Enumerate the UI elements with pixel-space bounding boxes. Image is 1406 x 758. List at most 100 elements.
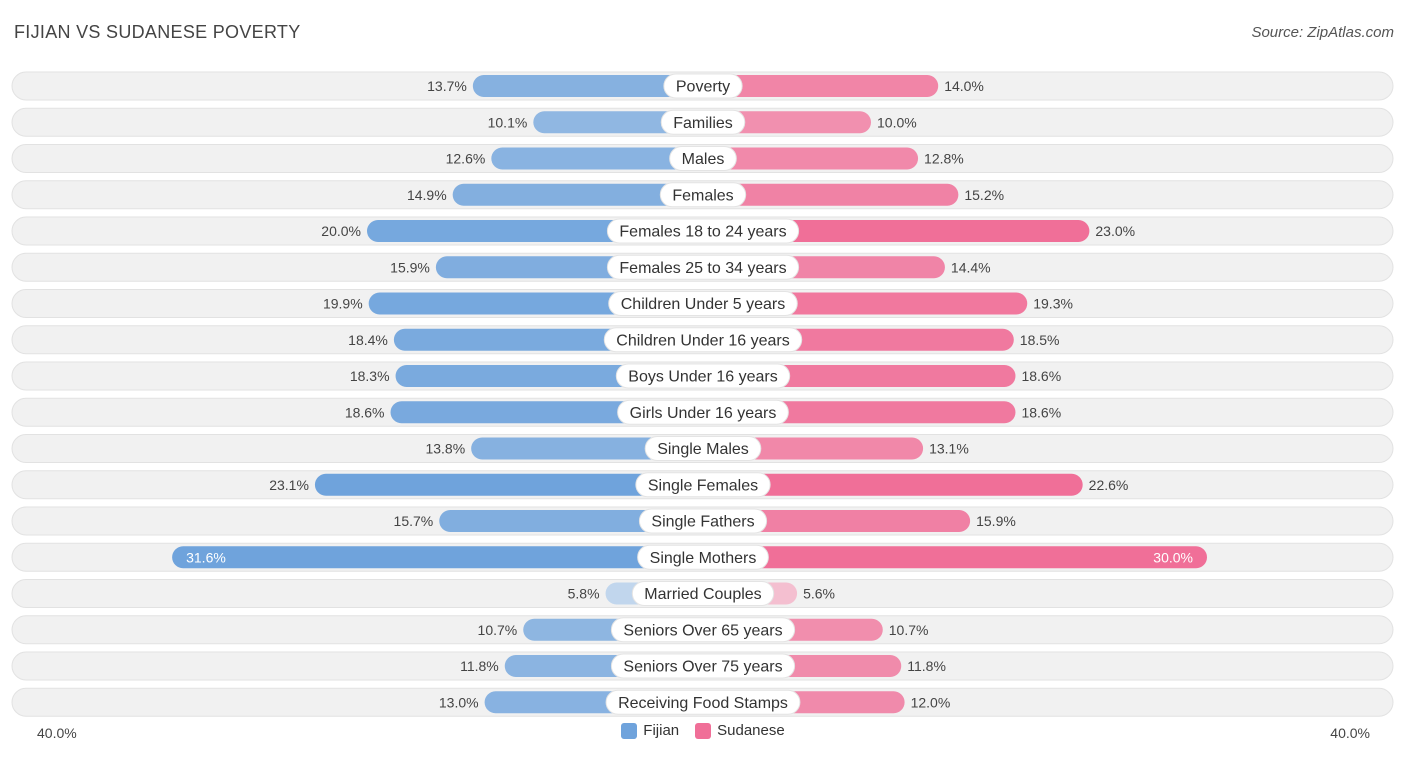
category-label-seniors-over-65-years: Seniors Over 65 years bbox=[623, 622, 782, 639]
category-label-single-males: Single Males bbox=[657, 441, 749, 458]
category-label-children-under-5-years: Children Under 5 years bbox=[621, 296, 786, 313]
row-girls-under-16-years: 18.6% 18.6% Girls Under 16 years bbox=[11, 397, 1394, 427]
row-children-under-5-years: 19.9% 19.3% Children Under 5 years bbox=[11, 289, 1394, 318]
row-females-25-to-34-years: 15.9% 14.4% Females 25 to 34 years bbox=[11, 252, 1394, 282]
value-fijian-boys-under-16-years: 18.3% bbox=[350, 368, 390, 384]
value-fijian-seniors-over-75-years: 11.8% bbox=[460, 658, 499, 674]
row-children-under-16-years: 18.4% 18.5% Children Under 16 years bbox=[11, 325, 1394, 355]
legend-item-fijian: Fijian bbox=[621, 722, 679, 739]
category-pill-females-18-to-24-years bbox=[606, 218, 800, 244]
value-sudanese-girls-under-16-years: 18.6% bbox=[1021, 404, 1061, 420]
row-seniors-over-75-years: 11.8% 11.8% Seniors Over 75 years bbox=[11, 651, 1394, 681]
bar-sudanese-females-18-to-24-years bbox=[703, 220, 1090, 242]
category-pill-single-females bbox=[635, 472, 771, 498]
category-label-single-fathers: Single Fathers bbox=[651, 514, 754, 531]
category-pill-females bbox=[659, 182, 747, 208]
row-single-females: 23.1% 22.6% Single Females bbox=[11, 470, 1394, 500]
row-single-mothers: 31.6% 30.0% Single Mothers bbox=[11, 542, 1394, 572]
category-label-seniors-over-75-years: Seniors Over 75 years bbox=[623, 659, 782, 676]
value-sudanese-children-under-16-years: 18.5% bbox=[1020, 332, 1060, 348]
category-label-males: Males bbox=[682, 151, 725, 168]
row-families: 10.1% 10.0% Families bbox=[11, 107, 1394, 137]
bar-fijian-females bbox=[452, 183, 703, 206]
value-fijian-males: 12.6% bbox=[446, 151, 486, 167]
value-sudanese-males: 12.8% bbox=[924, 151, 964, 167]
value-sudanese-families: 10.0% bbox=[877, 114, 917, 130]
category-pill-boys-under-16-years bbox=[615, 363, 791, 389]
category-label-single-mothers: Single Mothers bbox=[650, 550, 757, 567]
legend: Fijian Sudanese bbox=[0, 722, 1406, 739]
value-sudanese-married-couples: 5.6% bbox=[803, 586, 835, 602]
category-pill-receiving-food-stamps bbox=[605, 689, 801, 715]
category-pill-seniors-over-65-years bbox=[610, 617, 796, 643]
category-label-poverty: Poverty bbox=[676, 79, 730, 96]
value-sudanese-females-18-to-24-years: 23.0% bbox=[1095, 223, 1135, 239]
value-fijian-females-25-to-34-years: 15.9% bbox=[390, 259, 430, 275]
legend-swatch-sudanese bbox=[695, 722, 712, 739]
row-males: 12.6% 12.8% Males bbox=[11, 144, 1394, 173]
category-pill-married-couples bbox=[631, 581, 775, 606]
bar-fijian-single-mothers bbox=[172, 546, 703, 569]
value-sudanese-single-mothers: 30.0% bbox=[1153, 549, 1193, 565]
category-label-receiving-food-stamps: Receiving Food Stamps bbox=[618, 695, 788, 712]
category-label-girls-under-16-years: Girls Under 16 years bbox=[630, 405, 777, 422]
value-sudanese-seniors-over-65-years: 10.7% bbox=[889, 622, 929, 638]
value-sudanese-females: 15.2% bbox=[964, 187, 1004, 203]
value-sudanese-single-males: 13.1% bbox=[929, 441, 969, 457]
bar-fijian-males bbox=[491, 147, 703, 170]
value-sudanese-children-under-5-years: 19.3% bbox=[1033, 296, 1073, 312]
value-sudanese-boys-under-16-years: 18.6% bbox=[1021, 368, 1061, 384]
legend-swatch-fijian bbox=[621, 722, 638, 739]
axis-label-left: 40.0% bbox=[37, 725, 77, 741]
category-pill-children-under-16-years bbox=[603, 327, 803, 353]
value-fijian-seniors-over-65-years: 10.7% bbox=[478, 622, 518, 638]
category-pill-girls-under-16-years bbox=[617, 399, 789, 425]
value-sudanese-receiving-food-stamps: 12.0% bbox=[911, 694, 951, 710]
row-receiving-food-stamps: 13.0% 12.0% Receiving Food Stamps bbox=[11, 687, 1394, 717]
bar-sudanese-families bbox=[703, 111, 871, 134]
row-poverty: 13.7% 14.0% Poverty bbox=[11, 71, 1394, 101]
value-sudanese-females-25-to-34-years: 14.4% bbox=[951, 259, 991, 275]
category-label-females: Females bbox=[672, 187, 733, 204]
category-pill-females-25-to-34-years bbox=[606, 254, 800, 280]
row-females: 14.9% 15.2% Females bbox=[11, 180, 1394, 210]
value-fijian-children-under-16-years: 18.4% bbox=[348, 332, 388, 348]
bar-fijian-poverty bbox=[472, 75, 703, 97]
bar-sudanese-males bbox=[703, 147, 919, 170]
value-sudanese-single-females: 22.6% bbox=[1089, 477, 1129, 493]
category-label-females-25-to-34-years: Females 25 to 34 years bbox=[619, 260, 786, 277]
value-fijian-single-fathers: 15.7% bbox=[394, 513, 434, 529]
value-fijian-girls-under-16-years: 18.6% bbox=[345, 404, 385, 420]
value-fijian-females-18-to-24-years: 20.0% bbox=[321, 223, 361, 239]
bar-sudanese-single-mothers bbox=[703, 546, 1207, 569]
category-pill-poverty bbox=[663, 73, 743, 99]
value-fijian-poverty: 13.7% bbox=[427, 78, 467, 94]
category-label-children-under-16-years: Children Under 16 years bbox=[616, 332, 789, 349]
category-pill-seniors-over-75-years bbox=[610, 653, 796, 679]
category-pill-males bbox=[669, 146, 737, 171]
category-label-families: Families bbox=[673, 115, 733, 132]
source-credit: Source: ZipAtlas.com bbox=[1251, 24, 1394, 41]
value-fijian-families: 10.1% bbox=[488, 114, 528, 130]
category-label-single-females: Single Females bbox=[648, 477, 758, 494]
axis-label-right: 40.0% bbox=[1330, 725, 1370, 741]
bar-sudanese-single-females bbox=[703, 473, 1083, 496]
category-pill-single-mothers bbox=[637, 544, 769, 570]
legend-label-fijian: Fijian bbox=[643, 722, 680, 739]
value-fijian-married-couples: 5.8% bbox=[568, 586, 600, 602]
category-label-boys-under-16-years: Boys Under 16 years bbox=[628, 369, 777, 386]
legend-label-sudanese: Sudanese bbox=[717, 722, 785, 739]
value-fijian-single-males: 13.8% bbox=[425, 441, 465, 457]
chart-title: FIJIAN VS SUDANESE POVERTY bbox=[14, 22, 301, 42]
category-pill-single-males bbox=[644, 436, 762, 461]
category-label-females-18-to-24-years: Females 18 to 24 years bbox=[619, 224, 786, 241]
bar-sudanese-single-fathers bbox=[703, 510, 971, 532]
bar-sudanese-poverty bbox=[703, 75, 939, 97]
value-fijian-children-under-5-years: 19.9% bbox=[323, 296, 363, 312]
category-label-married-couples: Married Couples bbox=[644, 586, 761, 603]
bar-fijian-single-females bbox=[314, 473, 703, 496]
row-females-18-to-24-years: 20.0% 23.0% Females 18 to 24 years bbox=[11, 216, 1394, 246]
row-seniors-over-65-years: 10.7% 10.7% Seniors Over 65 years bbox=[11, 615, 1394, 645]
row-married-couples: 5.8% 5.6% Married Couples bbox=[11, 579, 1394, 608]
